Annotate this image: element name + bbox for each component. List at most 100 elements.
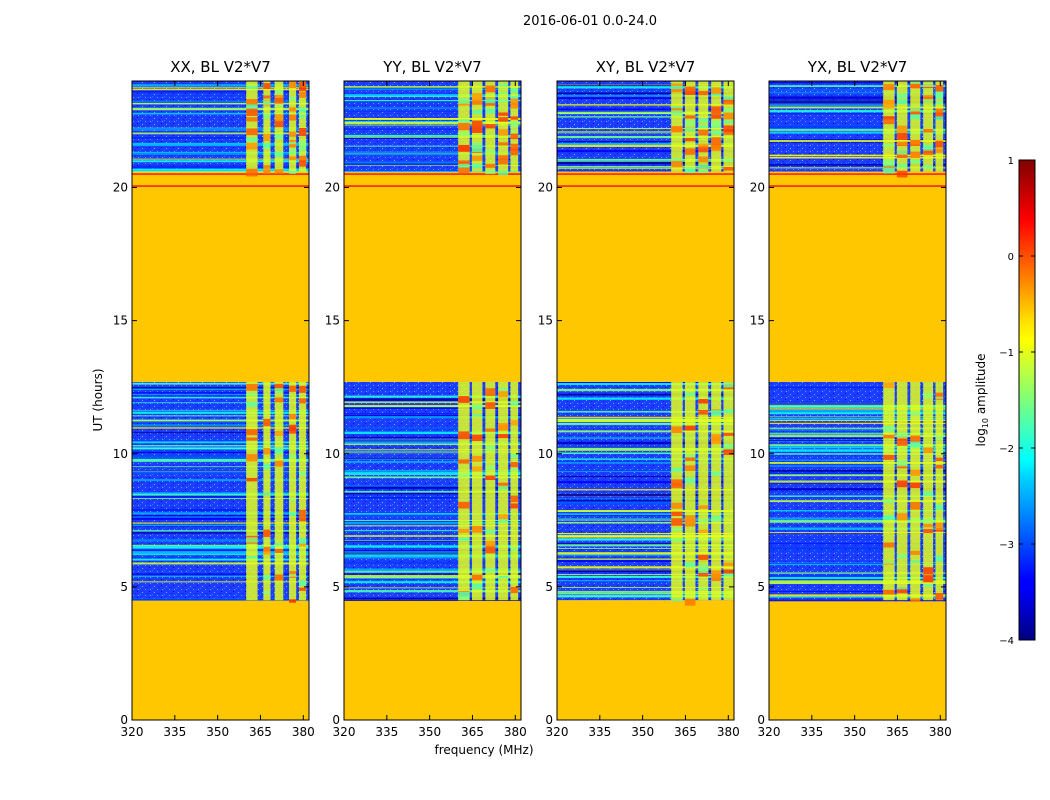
time-streak	[769, 96, 946, 99]
rfi-spot	[684, 127, 696, 133]
time-streak	[769, 131, 946, 134]
rfi-spot	[263, 143, 271, 148]
time-streak	[344, 470, 521, 472]
rfi-spot	[498, 514, 509, 521]
colorbar-label: log10 amplitude	[974, 354, 990, 447]
rfi-spot	[510, 453, 519, 459]
time-streak	[132, 425, 309, 428]
rfi-spot	[923, 447, 934, 454]
time-streak	[132, 168, 309, 171]
rfi-spot	[711, 130, 722, 135]
flag-edge-1	[769, 173, 946, 175]
rfi-spot	[289, 81, 297, 89]
y-tick-label-2: 10	[113, 447, 128, 461]
rfi-spot	[263, 529, 271, 537]
rfi-spot	[274, 543, 284, 546]
panel-image-1	[344, 81, 521, 720]
rfi-spot	[698, 587, 709, 591]
rfi-channel-2	[485, 381, 496, 601]
time-streak	[132, 84, 309, 86]
rfi-spot	[263, 83, 271, 90]
panel-0: 320 335 350 365 380 0 5 10 15 20	[113, 80, 315, 739]
rfi-spot	[274, 397, 284, 403]
rfi-spot	[883, 589, 895, 595]
time-streak	[132, 517, 309, 520]
time-streak	[769, 405, 946, 407]
panel-image-2	[557, 81, 734, 720]
segment-2	[769, 171, 946, 382]
time-streak	[344, 443, 521, 445]
rfi-spot	[299, 538, 307, 544]
rfi-channel-4	[935, 381, 944, 601]
rfi-channel-3	[711, 381, 722, 601]
x-tick-label-0: 320	[333, 725, 356, 739]
time-streak	[557, 575, 734, 578]
time-streak	[769, 422, 946, 425]
time-streak	[557, 92, 734, 95]
rfi-spot	[923, 518, 934, 524]
rfi-spot	[698, 125, 709, 128]
time-streak	[132, 95, 309, 97]
rfi-spot	[711, 106, 722, 115]
rfi-spot	[274, 100, 284, 104]
rfi-spot	[471, 525, 483, 533]
time-streak	[769, 163, 946, 166]
flag-edge-0	[132, 185, 309, 187]
rfi-channel-1	[471, 381, 483, 601]
rfi-spot	[471, 120, 483, 129]
rfi-spot	[883, 542, 895, 548]
time-streak	[344, 93, 521, 96]
time-streak	[344, 128, 521, 130]
time-streak	[557, 586, 734, 588]
rfi-spot	[896, 464, 908, 469]
time-streak	[769, 590, 946, 592]
rfi-spot	[510, 420, 519, 426]
time-streak	[557, 481, 734, 484]
flag-edge-1	[132, 173, 309, 175]
time-streak	[557, 166, 734, 168]
time-streak	[557, 158, 734, 161]
time-streak	[557, 388, 734, 392]
rfi-spot	[289, 148, 297, 154]
time-streak	[557, 502, 734, 505]
rfi-spot	[684, 148, 696, 155]
time-streak	[769, 110, 946, 113]
time-streak	[769, 449, 946, 451]
rfi-spot	[896, 554, 908, 559]
time-streak	[132, 387, 309, 389]
time-streak	[132, 432, 309, 434]
time-streak	[557, 471, 734, 472]
time-streak	[132, 457, 309, 459]
rfi-spot	[510, 130, 519, 133]
rfi-spot	[289, 512, 297, 516]
rfi-spot	[935, 464, 944, 469]
rfi-spot	[485, 540, 496, 547]
rfi-spot	[246, 108, 258, 116]
time-streak	[344, 539, 521, 541]
rfi-channel-2	[274, 381, 284, 601]
x-tick-label-4: 380	[717, 725, 740, 739]
time-streak	[557, 150, 734, 153]
rfi-spot	[246, 168, 258, 177]
rfi-spot	[274, 151, 284, 158]
rfi-spot	[458, 163, 470, 168]
time-streak	[344, 400, 521, 402]
rfi-spot	[723, 125, 734, 133]
time-streak	[557, 112, 734, 114]
rfi-spot	[935, 148, 944, 153]
rfi-spot	[935, 593, 944, 600]
time-streak	[557, 104, 734, 106]
rfi-spot	[698, 164, 709, 169]
rfi-spot	[684, 425, 696, 431]
time-streak	[769, 520, 946, 523]
time-streak	[344, 407, 521, 410]
time-streak	[132, 441, 309, 444]
time-streak	[557, 559, 734, 562]
rfi-spot	[910, 518, 921, 522]
rfi-spot	[289, 599, 297, 603]
time-streak	[132, 427, 309, 429]
time-streak	[769, 82, 946, 84]
rfi-spot	[458, 122, 470, 131]
rfi-spot	[684, 392, 696, 396]
rfi-spot	[246, 537, 258, 543]
